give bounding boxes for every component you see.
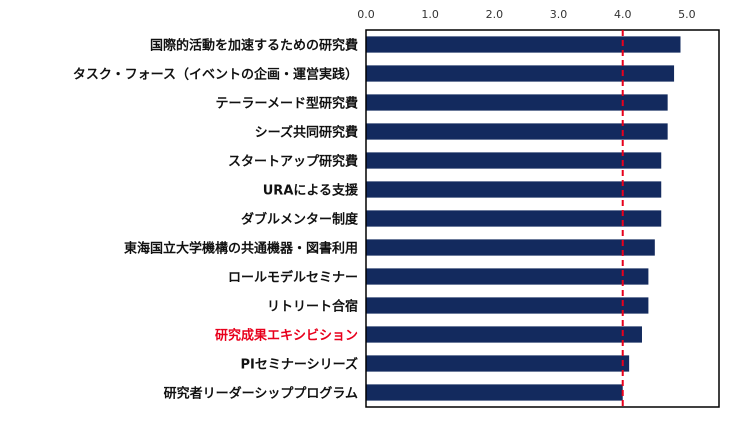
category-label: 国際的活動を加速するための研究費 xyxy=(150,38,358,54)
bar xyxy=(366,65,675,82)
bar xyxy=(366,152,662,169)
bar xyxy=(366,123,668,140)
category-label: ロールモデルセミナー xyxy=(228,270,358,286)
x-tick-label: 2.0 xyxy=(486,8,504,21)
category-label: 東海国立大学機構の共通機器・図書利用 xyxy=(124,241,358,257)
bar xyxy=(366,181,662,198)
bar xyxy=(366,297,649,314)
x-tick-label: 1.0 xyxy=(421,8,439,21)
x-tick-label: 4.0 xyxy=(614,8,632,21)
x-tick-label: 0.0 xyxy=(357,8,375,21)
category-label: テーラーメード型研究費 xyxy=(216,96,358,112)
bar xyxy=(366,36,681,53)
category-label: タスク・フォース（イベントの企画・運営実践） xyxy=(73,67,358,83)
category-label: 研究成果エキシビション xyxy=(215,328,358,344)
plot-frame xyxy=(365,29,720,408)
category-label: PIセミナーシリーズ xyxy=(241,357,358,373)
bar xyxy=(366,268,649,285)
x-axis-ticks: 0.0 1.0 2.0 3.0 4.0 5.0 xyxy=(357,8,695,21)
x-tick-label: 5.0 xyxy=(678,8,696,21)
bar xyxy=(366,355,630,372)
bar xyxy=(366,384,623,401)
category-label: スタートアップ研究費 xyxy=(228,154,358,170)
category-label: 研究者リーダーシッププログラム xyxy=(164,386,358,402)
bar xyxy=(366,239,655,256)
category-label: シーズ共同研究費 xyxy=(255,125,358,141)
category-label: URAによる支援 xyxy=(263,183,359,199)
bars xyxy=(366,36,681,401)
bar xyxy=(366,210,662,227)
bar xyxy=(366,326,642,343)
category-label: リトリート合宿 xyxy=(267,299,358,315)
bar xyxy=(366,94,668,111)
x-tick-label: 3.0 xyxy=(550,8,568,21)
category-label: ダブルメンター制度 xyxy=(241,212,359,228)
